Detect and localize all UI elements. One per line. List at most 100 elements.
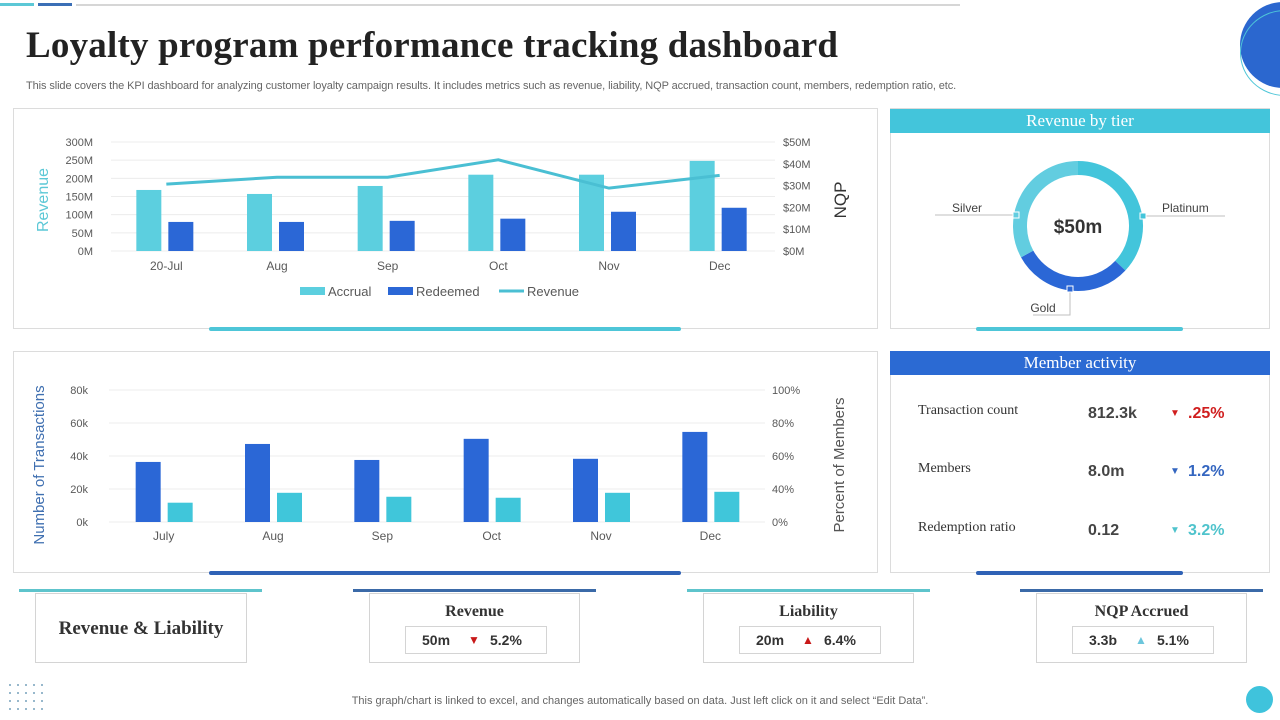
bar-redeemed [611,211,636,251]
bar-accrual [579,174,604,251]
slice-silver [1013,161,1079,258]
y2-tick-label: $10M [783,224,811,236]
legend-swatch [388,287,413,295]
x-tick-label: Oct [489,259,508,273]
slice-platinum [1077,161,1143,271]
decor-line [0,3,34,6]
y-tick-label: 0k [76,517,88,529]
revenue-liability-box: Revenue & Liability [35,593,247,663]
member-activity-panel [890,351,1270,573]
line-revenue [166,158,720,190]
y-tick-label: 80k [70,385,88,397]
bar-accrual [247,193,272,251]
x-tick-label: Nov [590,529,611,543]
metric-value: 812.3k [1088,405,1137,422]
kpi-value: 20m [756,632,785,648]
bar-accrual [468,174,494,251]
y2-tick-label: $30M [783,181,811,193]
y2-tick-label: $0M [783,246,804,258]
decor-circle [1246,686,1273,713]
revenue-by-tier-donut[interactable]: $50m Platinum Gold Silver [890,133,1270,323]
panel-underline [976,571,1183,575]
metric-label: Members [918,461,971,476]
kpi-title: Revenue [445,603,504,620]
member-activity-header: Member activity [890,351,1270,375]
slice-gold [1021,250,1126,291]
x-tick-label: Aug [262,529,283,543]
bar-transactions [573,458,598,522]
y-tick-label: 0M [78,246,93,258]
bar-transactions [463,438,489,522]
bar-redeemed [500,218,526,251]
y2-tick-label: 80% [772,418,794,430]
decor-line [76,4,960,6]
kpi-top-bar [353,589,596,592]
transactions-members-chart[interactable]: 0k 20k 40k 60k 80k 0% 40% 60% 80% 100% Number of T… [13,351,878,573]
bar-redeemed [168,221,194,251]
kpi-card-nqp-accrued[interactable]: NQP Accrued 3.3b ▲ 5.1% [1036,593,1247,663]
kpi-top-bar [19,589,262,592]
bar-redeemed [721,207,747,251]
y-tick-label: 200M [65,173,93,185]
trend-up-icon: ▲ [802,633,814,647]
x-tick-label: Nov [598,259,619,273]
y-tick-label: 100M [65,210,93,222]
trend-down-icon: ▼ [468,633,480,647]
kpi-value: 50m [422,632,451,648]
panel-underline [976,327,1183,331]
decor-dots [6,681,46,715]
y-tick-label: 50M [72,228,93,240]
bar-transactions [245,443,270,522]
leader-line [1033,289,1071,316]
leader-marker [1139,212,1147,220]
kpi-top-bar [687,589,930,592]
slice-label: Silver [952,201,982,215]
donut-center-value: $50m [1054,217,1103,238]
kpi-title: Liability [779,603,838,620]
y-axis-title: Number of Transactions [31,385,48,544]
kpi-change: 5.1% [1157,632,1189,648]
footer-note: This graph/chart is linked to excel, and… [351,695,929,707]
kpi-change: 6.4% [824,632,856,648]
kpi-value-box: 20m ▲ 6.4% [739,626,881,654]
x-tick-label: Oct [482,529,501,543]
y2-axis-title: NQP [831,182,850,219]
decor-line [38,3,72,6]
y2-tick-label: $40M [783,159,811,171]
bar-members-percent [277,492,302,522]
bar-transactions [354,459,380,522]
x-tick-label: July [153,529,174,543]
bar-members-percent [714,491,740,522]
x-tick-label: Aug [266,259,287,273]
y-tick-label: 150M [65,192,93,204]
trend-down-icon: ▼ [1170,408,1180,419]
bar-accrual [136,189,162,251]
bar-members-percent [495,497,521,522]
y2-axis-title: Percent of Members [831,397,848,532]
panel-underline [209,571,681,575]
kpi-card-liability[interactable]: Liability 20m ▲ 6.4% [703,593,914,663]
member-activity-row: Redemption ratio 0.12 ▼ 3.2% [918,520,1258,544]
kpi-value-box: 50m ▼ 5.2% [405,626,547,654]
kpi-value-box: 3.3b ▲ 5.1% [1072,626,1214,654]
bar-members-percent [386,496,412,522]
member-activity-row: Transaction count 812.3k ▼ .25% [918,403,1258,427]
legend-label: Revenue [527,284,579,299]
page-title: Loyalty program performance tracking das… [26,25,839,66]
revenue-by-tier-panel [890,108,1270,329]
revenue-nqp-chart[interactable]: 0M 50M 100M 150M 200M 250M 300M $0M $10M $20M $30M… [13,108,878,329]
y2-tick-label: 100% [772,385,800,397]
y2-tick-label: $50M [783,137,811,149]
metric-change: 1.2% [1188,463,1225,480]
bar-accrual [689,160,715,251]
bar-members-percent [167,502,193,522]
bar-redeemed [389,220,415,251]
metric-value: 8.0m [1088,463,1125,480]
leader-marker [1012,211,1020,219]
kpi-card-revenue[interactable]: Revenue 50m ▼ 5.2% [369,593,580,663]
bar-redeemed [279,221,304,251]
x-tick-label: Dec [709,259,730,273]
y-tick-label: 300M [65,137,93,149]
y-tick-label: 40k [70,451,88,463]
slice-label: Gold [1030,301,1055,315]
